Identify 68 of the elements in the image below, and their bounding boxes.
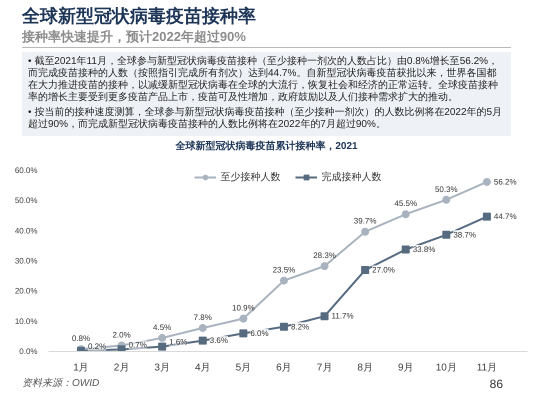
x-tick-label: 1月 [73, 362, 89, 374]
data-label: 39.7% [354, 216, 376, 226]
x-tick-label: 8月 [357, 362, 373, 374]
x-tick-label: 6月 [276, 362, 292, 374]
data-label: 33.8% [412, 245, 436, 254]
text: 资料来源：OWID [22, 376, 100, 391]
point [158, 334, 166, 342]
point [402, 210, 410, 218]
data-label: 3.6% [210, 336, 228, 346]
data-label: 1.6% [169, 338, 188, 347]
data-label: 6.0% [250, 328, 269, 338]
data-label: 50.3% [434, 184, 458, 194]
point [239, 314, 248, 323]
y-tick-label: 10.0% [14, 316, 38, 326]
point [280, 322, 288, 331]
data-label: 27.0% [372, 266, 395, 275]
point [482, 212, 491, 221]
x-tick-label: 5月 [236, 362, 252, 374]
data-label: 8.2% [290, 322, 310, 332]
y-tick-label: 60.0% [14, 166, 38, 175]
point [198, 324, 207, 332]
y-tick-label: 40.0% [14, 226, 38, 236]
x-tick-label: 2月 [114, 362, 130, 374]
data-label: 0.7% [128, 340, 147, 350]
point [320, 312, 329, 320]
data-label: 4.5% [153, 322, 172, 332]
x-tick-label: 3月 [154, 362, 170, 374]
chart-subtitle: 接种率快速提升，预计2022年超过90% [22, 28, 246, 46]
y-tick-label: 0.0% [19, 347, 38, 356]
point [118, 345, 126, 352]
data-label: 2.0% [112, 330, 131, 340]
data-label: 45.5% [394, 199, 418, 208]
data-label: 28.3% [313, 251, 336, 260]
point [361, 266, 370, 274]
data-label: 10.9% [232, 304, 255, 313]
data-label: 0.2% [88, 342, 106, 351]
point [320, 262, 329, 270]
text: • 按当前的接种速度测算，全球参与新型冠状病毒疫苗接种（至少接种一剂次）的人数比例将在2022年的5月超过90%，而完成新型冠状病毒疫苗接种的人数比例将在2022年的7月超过90%。 [28, 107, 504, 131]
y-tick-label: 30.0% [14, 256, 38, 266]
legend-label: 完成接种人数 [322, 170, 382, 184]
text: • 截至2021年11月，全球参与新型冠状病毒疫苗接种（至少接种一剂次的人数占比）由0.8%增长至56.2%，而完成疫苗接种的人数（按照指引完成所有剂次）达到44.7%。自新型冠状病毒疫苗获批以来，世界各国都在大力推进疫苗的接种，以减缓新型冠状病毒在全球的大流行，恢复社会和经济的正常运转。全球疫苗接种率的增长主要受到更多疫苗产品上市，疫苗可及性增加，政府鼓励以及人们接种需求扩大的推动。 [28, 56, 500, 104]
text: 86 [490, 376, 503, 392]
point [198, 336, 207, 345]
point [361, 228, 370, 236]
data-label: 23.5% [272, 266, 296, 275]
data-label: 7.8% [194, 312, 212, 322]
point [158, 342, 166, 351]
point [402, 246, 410, 254]
y-tick-label: 50.0% [14, 196, 38, 206]
x-tick-label: 9月 [398, 362, 414, 374]
point [239, 329, 248, 338]
x-tick-label: 11月 [476, 362, 498, 374]
chart-title: 全球新型冠状病毒疫苗接种率 [22, 5, 256, 28]
point [442, 230, 450, 239]
text: 全球新型冠状病毒疫苗累计接种率，2021 [175, 140, 358, 154]
x-tick-label: 10月 [436, 362, 457, 374]
legend-label: 至少接种人数 [220, 170, 280, 184]
data-label: 44.7% [494, 212, 517, 222]
x-tick-label: 4月 [194, 362, 211, 374]
data-label: 11.7% [332, 312, 354, 321]
point [482, 178, 491, 186]
point [280, 276, 288, 285]
data-label: 0.8% [72, 334, 90, 344]
y-tick-label: 20.0% [14, 286, 38, 296]
x-tick-label: 7月 [316, 362, 332, 374]
data-label: 38.7% [453, 230, 476, 240]
point [442, 196, 450, 204]
data-label: 56.2% [494, 177, 517, 186]
